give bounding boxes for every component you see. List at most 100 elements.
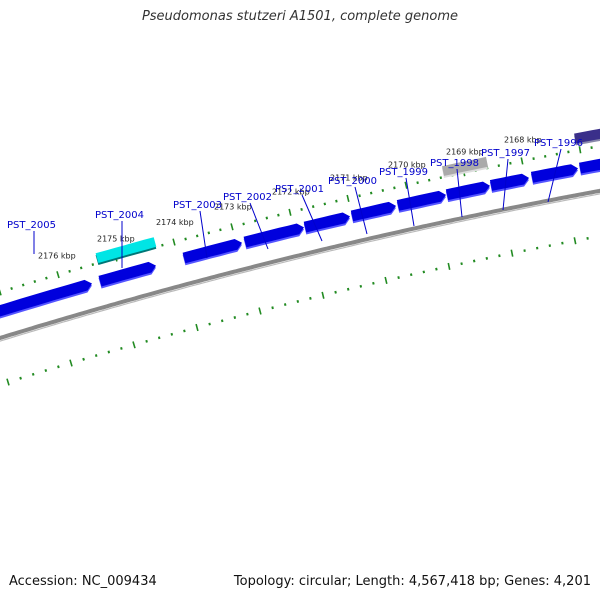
kbp-label: 2171 kbp — [330, 174, 368, 183]
inner-tick — [120, 346, 123, 350]
gene-label: PST_1997 — [481, 148, 530, 159]
inner-tick — [435, 267, 438, 271]
inner-tick — [309, 296, 312, 300]
gene-pst1998-pseudo — [442, 156, 488, 176]
outer-tick — [427, 178, 431, 182]
inner-tick — [472, 259, 476, 263]
inner-tick — [296, 299, 300, 303]
outer-tick — [68, 269, 71, 273]
inner-tick — [321, 291, 325, 299]
gene-label: PST_2000 — [328, 176, 377, 187]
gene-label: PST_1996 — [534, 138, 583, 149]
gene-leader-line — [547, 148, 562, 203]
inner-tick — [283, 303, 287, 307]
gene-pst1995-feature — [574, 128, 600, 144]
gene-pst2005 — [0, 279, 92, 317]
inner-tick — [6, 378, 10, 386]
gene-leader-line — [301, 194, 323, 242]
gene-label: PST_2003 — [173, 200, 222, 211]
outer-tick — [335, 199, 338, 203]
inner-tick — [246, 312, 249, 316]
kbp-label: 2176 kbp — [38, 252, 76, 261]
inner-tick — [19, 376, 22, 380]
inner-tick — [485, 256, 489, 260]
kbp-label: 2170 kbp — [388, 160, 426, 169]
outer-tick — [33, 279, 37, 284]
outer-tick — [195, 234, 199, 238]
inner-tick — [31, 372, 35, 376]
inner-tick — [233, 316, 237, 319]
gene-label: PST_1998 — [430, 158, 479, 169]
outer-tick — [0, 289, 2, 296]
kbp-label: 2168 kbp — [504, 136, 542, 145]
genome-backbone — [0, 188, 600, 342]
inner-tick — [157, 336, 161, 340]
outer-tick — [416, 181, 419, 185]
gene-leader-line — [249, 202, 269, 250]
outer-tick — [10, 286, 13, 291]
inner-tick — [372, 281, 375, 285]
gene-pst1996 — [530, 164, 578, 183]
outer-tick — [172, 238, 176, 246]
kbp-label: 2174 kbp — [156, 218, 194, 227]
outer-tick — [21, 283, 25, 287]
outer-tick — [184, 237, 187, 241]
inner-tick — [195, 323, 199, 332]
gene-pst2002 — [243, 223, 304, 248]
inner-tick — [57, 365, 60, 369]
gene-pst2001 — [303, 212, 350, 233]
outer-tick — [56, 271, 60, 279]
gene-leader-line — [456, 168, 463, 218]
outer-tick — [265, 216, 269, 220]
gene-label: PST_2004 — [95, 210, 144, 221]
inner-tick — [132, 341, 136, 349]
outer-tick — [439, 176, 443, 180]
gene-track — [0, 128, 600, 319]
gene-label: PST_1999 — [379, 167, 428, 178]
outer-tick — [242, 222, 245, 226]
inner-tick — [384, 276, 388, 284]
inner-tick — [271, 306, 274, 310]
gene-label: PST_2005 — [7, 220, 56, 231]
inner-tick — [145, 339, 148, 343]
inner-tick — [498, 254, 501, 258]
inner-tick — [220, 319, 224, 323]
outer-tick — [346, 194, 350, 202]
gene-pst1997 — [489, 173, 529, 191]
gene-pst2004-highlight — [95, 237, 157, 263]
gene-leader-line — [405, 177, 415, 227]
kbp-label: 2175 kbp — [97, 234, 135, 243]
gene-label: PST_2002 — [223, 192, 272, 203]
gene-leader-line — [502, 158, 509, 211]
gene-pst1999 — [396, 190, 446, 211]
inner-tick — [94, 354, 98, 358]
inner-tick — [208, 322, 211, 326]
outer-tick — [369, 191, 373, 195]
inner-tick — [69, 359, 73, 367]
inner-tick — [82, 357, 85, 361]
inner-tick — [107, 350, 111, 354]
genome-summary: Topology: circular; Length: 4,567,418 bp… — [233, 574, 591, 589]
outer-tick — [381, 188, 385, 192]
gene-pst2003 — [182, 239, 242, 264]
gene-leader-line — [199, 210, 208, 259]
outer-tick — [311, 205, 315, 209]
kbp-label: 2173 kbp — [214, 203, 252, 212]
gene-label: PST_2001 — [275, 184, 324, 195]
inner-tick — [510, 249, 514, 257]
outer-tick — [277, 213, 280, 217]
outer-tick — [207, 231, 211, 235]
label-layer: 2176 kbp 2175 kbp 2174 kbp 2173 kbp 2172 kbp… — [7, 136, 583, 268]
gene-pst1998-main — [445, 181, 490, 201]
outer-tick — [404, 181, 408, 189]
kbp-label: 2172 kbp — [272, 188, 310, 197]
outer-tick — [253, 219, 257, 223]
outer-tick — [79, 266, 83, 270]
outer-tick — [230, 223, 234, 231]
outer-tick — [300, 207, 303, 211]
inner-tick — [422, 270, 426, 274]
outer-tick — [393, 186, 396, 190]
backbone-highlight — [0, 193, 600, 342]
outer-tick — [323, 202, 327, 206]
outer-tick — [578, 146, 582, 154]
